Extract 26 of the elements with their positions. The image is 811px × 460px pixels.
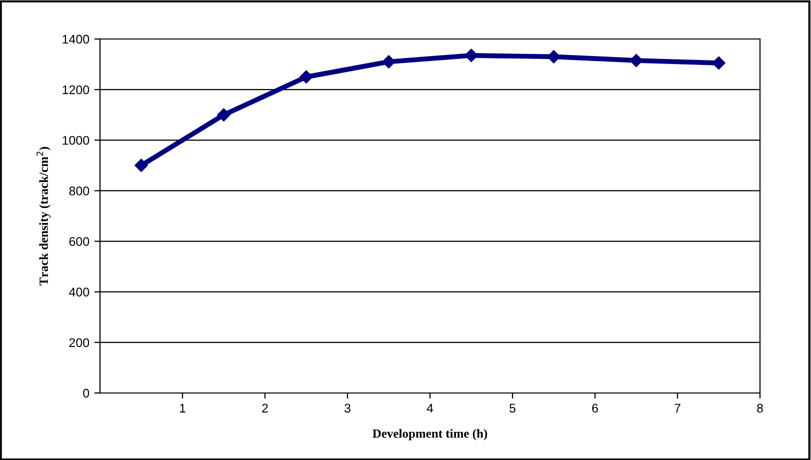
point (547, 50, 560, 64)
point (217, 108, 230, 122)
y-tick-label: 400 (69, 288, 90, 297)
y-tick-label: 1000 (62, 136, 90, 145)
y-tick-label: 1400 (62, 34, 90, 44)
x-tick-label: 8 (757, 404, 763, 413)
y-axis-title: Track density (track/cm$^{2}$) (36, 146, 51, 286)
y-tick-label: 800 (69, 186, 90, 196)
point (712, 56, 726, 70)
point (382, 55, 396, 68)
x-tick-label: 6 (592, 404, 598, 413)
x-tick-label: 7 (674, 404, 680, 412)
x-tick-label: 5 (510, 404, 516, 413)
x-tick-label: 4 (426, 404, 434, 412)
x-tick-label: 1 (180, 404, 186, 412)
point (134, 158, 148, 172)
x-tick-label: 2 (262, 404, 268, 412)
point (300, 70, 313, 84)
y-tick-label: 200 (69, 338, 90, 348)
y-tick-label: 1200 (62, 85, 90, 94)
x-axis-title: Development time (h) (372, 428, 488, 440)
y-tick-label: 0 (83, 388, 90, 398)
y-tick-label: 600 (69, 237, 90, 246)
x-tick-label: 3 (344, 404, 350, 413)
point (630, 54, 643, 68)
point (464, 48, 478, 62)
